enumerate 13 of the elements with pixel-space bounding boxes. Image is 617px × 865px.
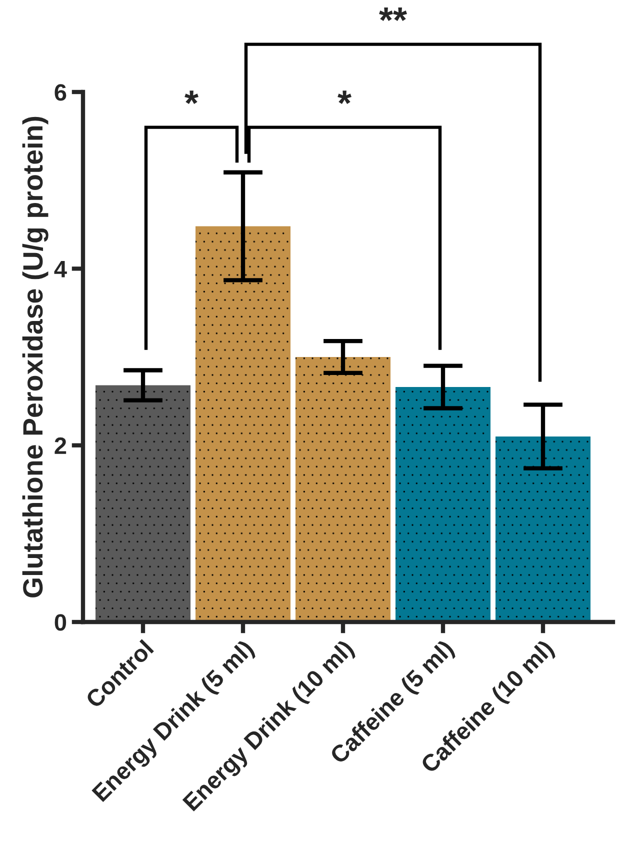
annotation: *	[184, 90, 198, 104]
bar	[196, 226, 290, 622]
y-tick-label: 4	[54, 260, 67, 278]
y-tick-label: 2	[54, 437, 66, 454]
text: **	[379, 8, 408, 21]
bar	[396, 387, 490, 622]
y-tick-label: 0	[54, 614, 66, 631]
y-tick-label: 6	[54, 84, 66, 101]
annotation: *	[338, 90, 352, 104]
y-axis-title: Glutathione Peroxidase (U/g protein)	[22, 116, 48, 598]
bar	[496, 436, 590, 622]
bar	[96, 385, 190, 622]
bar	[296, 357, 390, 622]
